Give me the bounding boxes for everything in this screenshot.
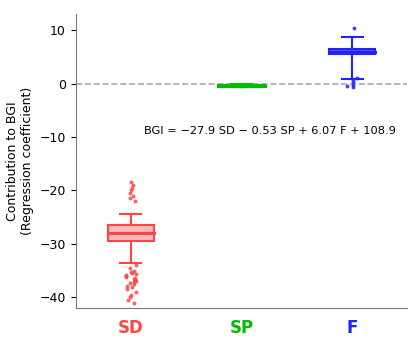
Bar <box>329 49 375 54</box>
Bar <box>108 225 154 241</box>
Text: F: F <box>346 319 358 337</box>
Y-axis label: Contribution to BGI
(Regression coefficient): Contribution to BGI (Regression coeffici… <box>6 87 34 235</box>
Text: SP: SP <box>229 319 254 337</box>
Text: SD: SD <box>118 319 144 337</box>
Text: BGI = −27.9 SD − 0.53 SP + 6.07 F + 108.9: BGI = −27.9 SD − 0.53 SP + 6.07 F + 108.… <box>144 126 396 136</box>
Bar <box>218 85 265 86</box>
